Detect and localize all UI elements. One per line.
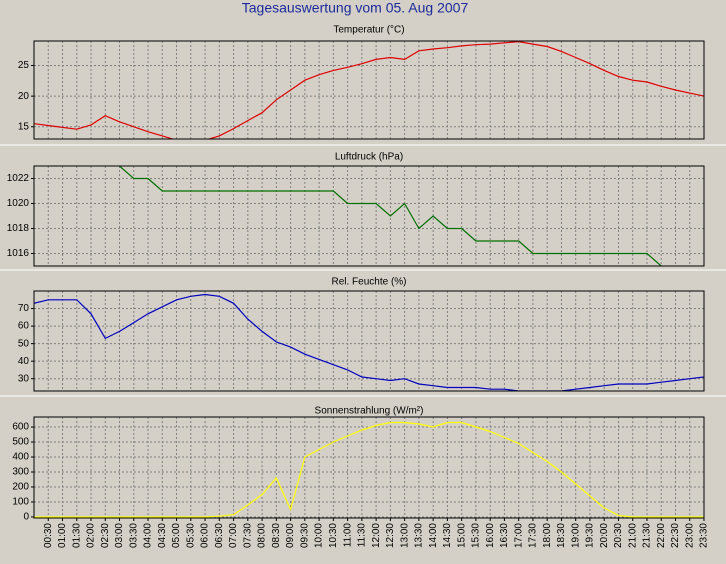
x-tick-label: 17:00	[513, 523, 524, 548]
chart-title: Sonnenstrahlung (W/m²)	[315, 406, 424, 417]
x-tick-label: 02:30	[100, 523, 111, 548]
data-line	[34, 293, 704, 391]
plot-border	[33, 416, 705, 519]
x-tick-label: 12:00	[371, 523, 382, 548]
series	[34, 41, 704, 139]
x-tick-label: 15:30	[471, 523, 482, 548]
x-tick-label: 05:30	[185, 523, 196, 548]
y-tick-label: 1016	[7, 248, 30, 259]
x-tick-label: 08:30	[271, 523, 282, 548]
x-tick-label: 08:00	[257, 523, 268, 548]
plot-border	[33, 165, 705, 267]
y-tick-label: 300	[12, 467, 29, 478]
x-tick-label: 19:30	[585, 523, 596, 548]
x-tick-label: 17:30	[528, 523, 539, 548]
series	[119, 166, 662, 266]
data-line	[34, 421, 704, 518]
y-tick-label: 70	[18, 303, 30, 314]
x-tick-label: 22:30	[670, 523, 681, 548]
y-tick-label: 50	[18, 338, 30, 349]
x-tick-label: 23:30	[699, 523, 710, 548]
x-tick-label: 10:00	[314, 523, 325, 548]
plot-border	[33, 40, 705, 140]
x-tick-label: 10:30	[328, 523, 339, 548]
plot-area	[34, 417, 704, 518]
y-tick-label: 400	[12, 452, 29, 463]
x-tick-label: 20:30	[613, 523, 624, 548]
y-tick-label: 600	[12, 422, 29, 433]
y-tick-label: 0	[23, 512, 29, 523]
x-tick-label: 12:30	[385, 523, 396, 548]
y-tick-label: 1018	[7, 223, 30, 234]
x-tick-label: 22:00	[656, 523, 667, 548]
x-tick-label: 11:30	[357, 523, 368, 548]
x-tick-label: 02:00	[86, 523, 97, 548]
series	[34, 421, 704, 518]
y-tick-label: 25	[18, 60, 30, 71]
x-tick-label: 09:00	[285, 523, 296, 548]
y-tick-label: 30	[18, 373, 30, 384]
y-tick-label: 20	[18, 91, 30, 102]
data-line	[34, 41, 704, 139]
x-tick-label: 14:00	[428, 523, 439, 548]
x-tick-label: 15:00	[456, 523, 467, 548]
x-tick-label: 16:00	[485, 523, 496, 548]
x-tick-label: 13:30	[414, 523, 425, 548]
y-tick-label: 60	[18, 321, 30, 332]
x-tick-label: 09:30	[299, 523, 310, 548]
y-tick-label: 15	[18, 121, 30, 132]
x-tick-label: 01:30	[71, 523, 82, 548]
x-tick-label: 06:00	[200, 523, 211, 548]
plot-border	[33, 290, 705, 392]
main-title: Tagesauswertung vom 05. Aug 2007	[242, 0, 469, 16]
x-tick-label: 04:30	[157, 523, 168, 548]
x-tick-label: 04:00	[143, 523, 154, 548]
x-tick-label: 03:30	[128, 523, 139, 548]
plot-area	[34, 166, 704, 266]
x-tick-label: 19:00	[570, 523, 581, 548]
x-tick-label: 21:30	[642, 523, 653, 548]
x-tick-label: 11:00	[342, 523, 353, 548]
x-tick-label: 13:00	[399, 523, 410, 548]
x-tick-label: 14:30	[442, 523, 453, 548]
y-tick-label: 200	[12, 482, 29, 493]
x-tick-label: 03:00	[114, 523, 125, 548]
x-tick-label: 21:00	[627, 523, 638, 548]
plot-area	[34, 41, 704, 139]
chart-title: Temperatur (°C)	[333, 25, 404, 36]
plot-area	[34, 291, 704, 391]
chart-title: Rel. Feuchte (%)	[331, 277, 406, 288]
x-tick-label: 01:00	[57, 523, 68, 548]
x-tick-label: 05:00	[171, 523, 182, 548]
y-tick-label: 1020	[7, 198, 30, 209]
y-tick-label: 500	[12, 437, 29, 448]
x-tick-label: 23:00	[684, 523, 695, 548]
x-tick-label: 16:30	[499, 523, 510, 548]
y-tick-label: 100	[12, 497, 29, 508]
y-tick-label: 40	[18, 356, 30, 367]
x-tick-label: 18:30	[556, 523, 567, 548]
chart-title: Luftdruck (hPa)	[335, 152, 403, 163]
y-tick-label: 1022	[7, 173, 30, 184]
x-tick-label: 20:00	[599, 523, 610, 548]
x-tick-label: 18:00	[542, 523, 553, 548]
x-tick-label: 06:30	[214, 523, 225, 548]
data-line	[119, 166, 662, 266]
x-tick-label: 00:30	[43, 523, 54, 548]
x-tick-label: 07:30	[242, 523, 253, 548]
x-tick-label: 07:00	[228, 523, 239, 548]
series	[34, 293, 704, 391]
